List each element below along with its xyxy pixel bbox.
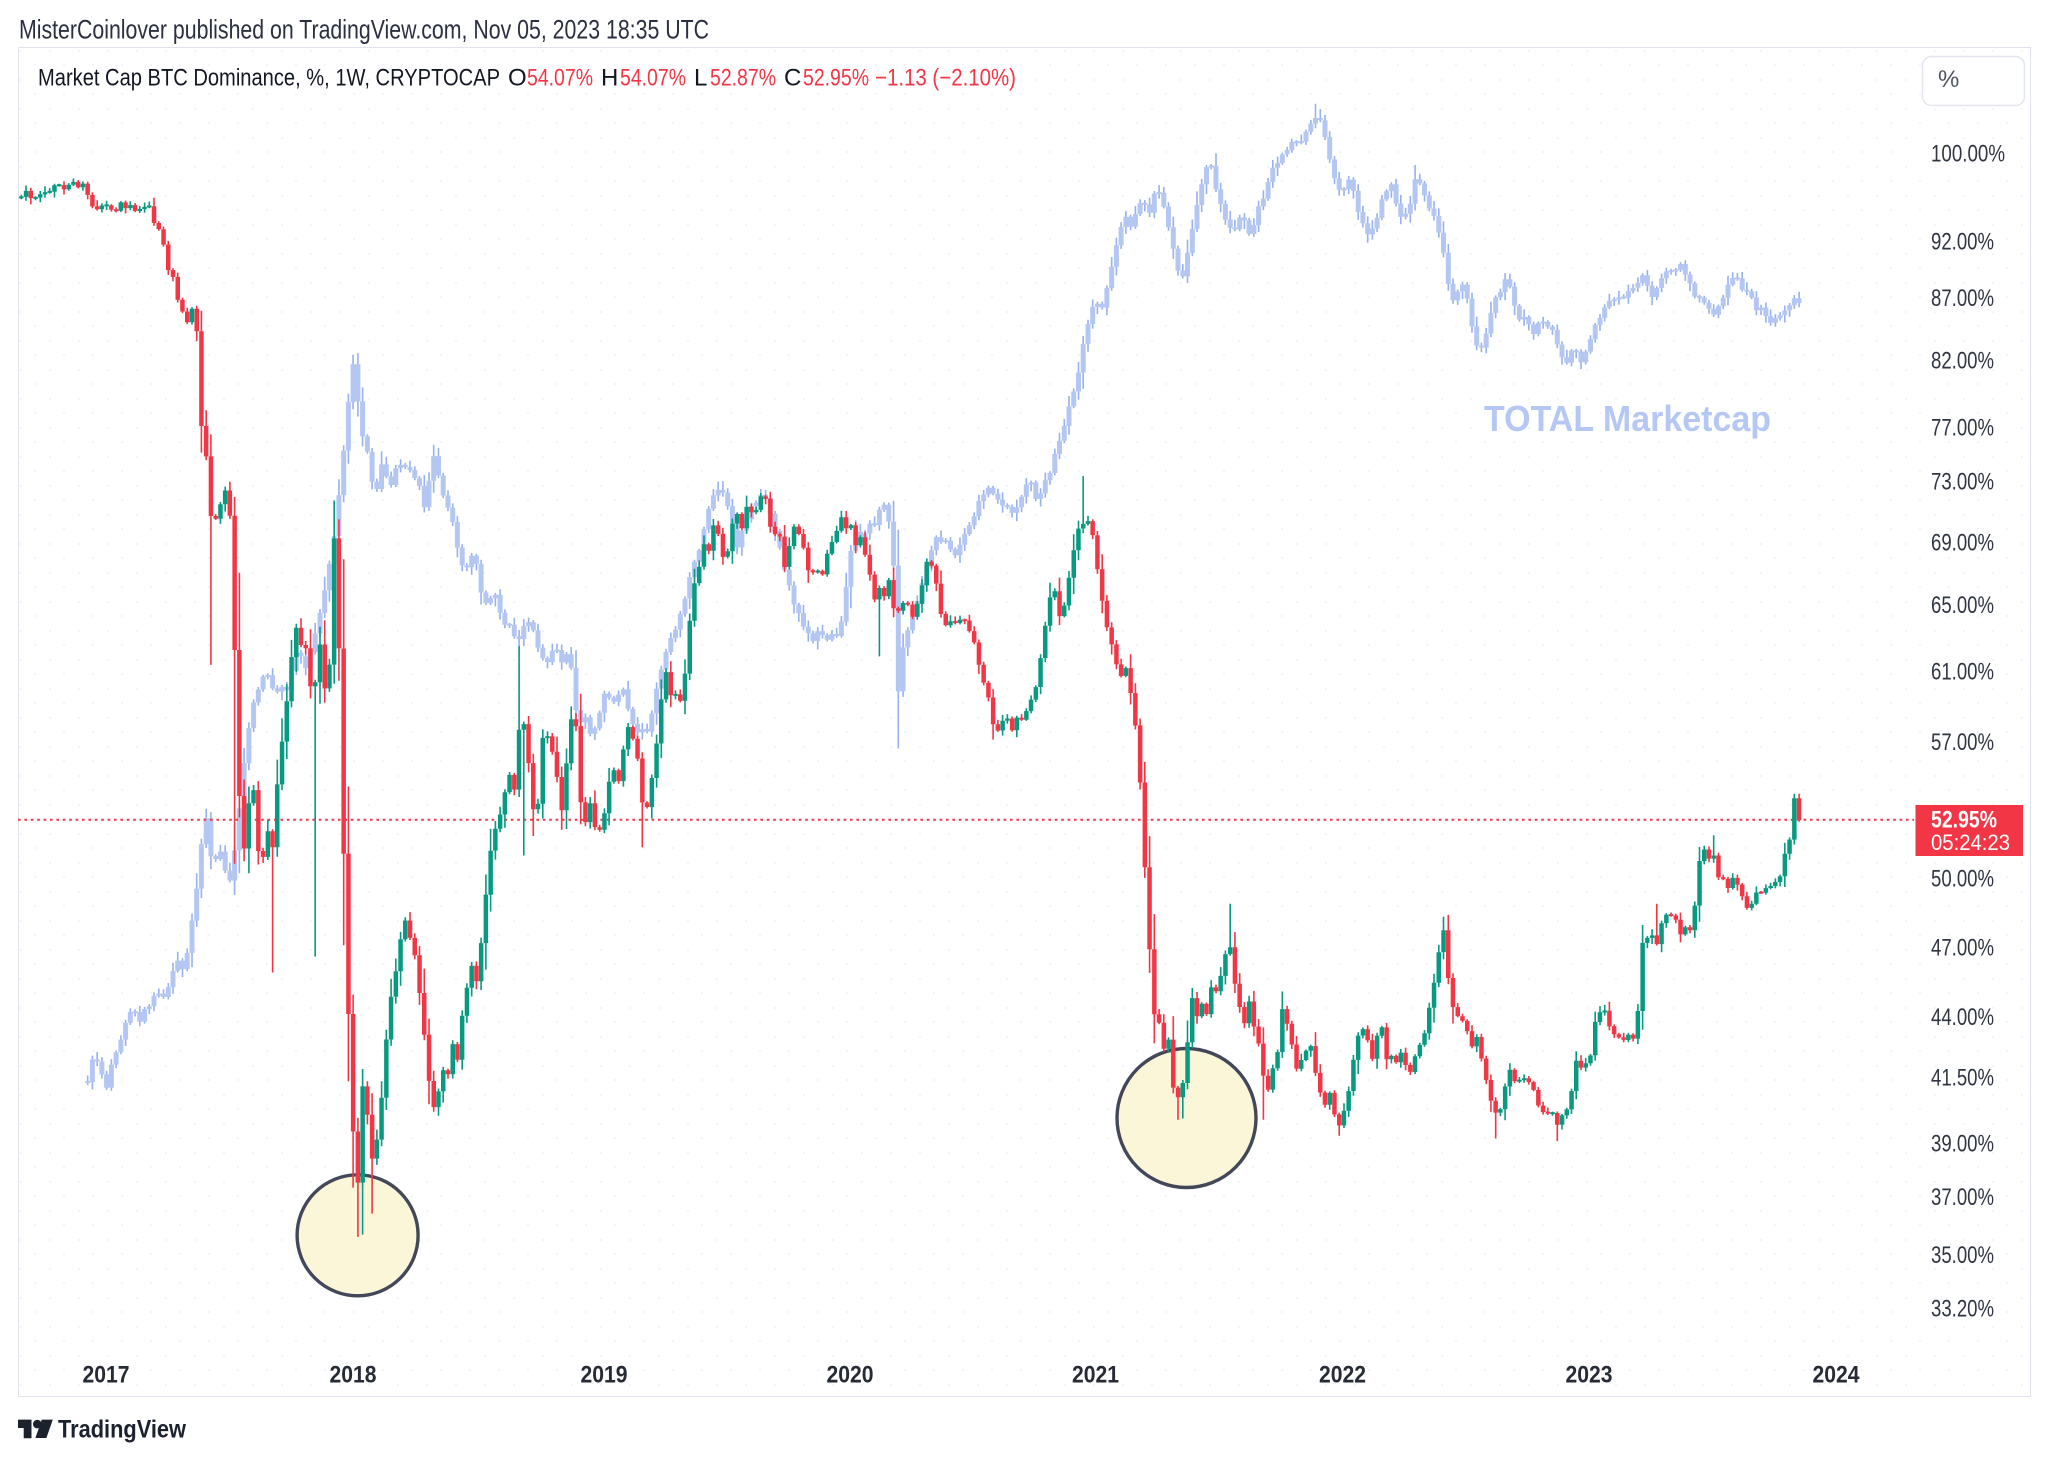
svg-text:2020: 2020 xyxy=(827,1362,874,1389)
svg-text:61.00%: 61.00% xyxy=(1931,659,1994,686)
svg-text:2021: 2021 xyxy=(1072,1362,1119,1389)
svg-text:92.00%: 92.00% xyxy=(1931,229,1994,256)
svg-text:2023: 2023 xyxy=(1566,1362,1613,1389)
svg-text:%: % xyxy=(1938,66,1959,93)
svg-text:87.00%: 87.00% xyxy=(1931,285,1994,312)
svg-text:44.00%: 44.00% xyxy=(1931,1004,1994,1031)
svg-text:O54.07% H54.07% L52.87% C52.95: O54.07% H54.07% L 52.87% C52.95% −1.13 (−… xyxy=(508,65,1016,92)
svg-text:TOTAL Marketcap: TOTAL Marketcap xyxy=(1484,398,1771,439)
svg-text:TradingView: TradingView xyxy=(58,1416,186,1444)
svg-text:77.00%: 77.00% xyxy=(1931,415,1994,442)
svg-text:37.00%: 37.00% xyxy=(1931,1184,1994,1211)
svg-text:Market Cap BTC Dominance, %, 1: Market Cap BTC Dominance, %, 1W, CRYPTOC… xyxy=(38,65,500,92)
svg-text:100.00%: 100.00% xyxy=(1931,141,2005,168)
svg-text:41.50%: 41.50% xyxy=(1931,1065,1994,1092)
svg-text:2017: 2017 xyxy=(83,1362,130,1389)
svg-text:33.20%: 33.20% xyxy=(1931,1296,1994,1323)
svg-text:47.00%: 47.00% xyxy=(1931,934,1994,961)
svg-text:2024: 2024 xyxy=(1813,1362,1861,1389)
svg-text:MisterCoinlover published on T: MisterCoinlover published on TradingView… xyxy=(19,15,709,45)
svg-text:82.00%: 82.00% xyxy=(1931,348,1994,375)
svg-text:05:24:23: 05:24:23 xyxy=(1931,830,2010,855)
svg-text:2018: 2018 xyxy=(330,1362,377,1389)
svg-text:69.00%: 69.00% xyxy=(1931,530,1994,557)
svg-text:57.00%: 57.00% xyxy=(1931,729,1994,756)
svg-text:65.00%: 65.00% xyxy=(1931,592,1994,619)
svg-text:52.95%: 52.95% xyxy=(1931,807,1997,834)
svg-text:35.00%: 35.00% xyxy=(1931,1242,1994,1269)
svg-text:2022: 2022 xyxy=(1319,1362,1366,1389)
svg-text:2019: 2019 xyxy=(581,1362,628,1389)
svg-text:73.00%: 73.00% xyxy=(1931,469,1994,496)
svg-text:39.00%: 39.00% xyxy=(1931,1131,1994,1158)
svg-text:50.00%: 50.00% xyxy=(1931,866,1994,893)
